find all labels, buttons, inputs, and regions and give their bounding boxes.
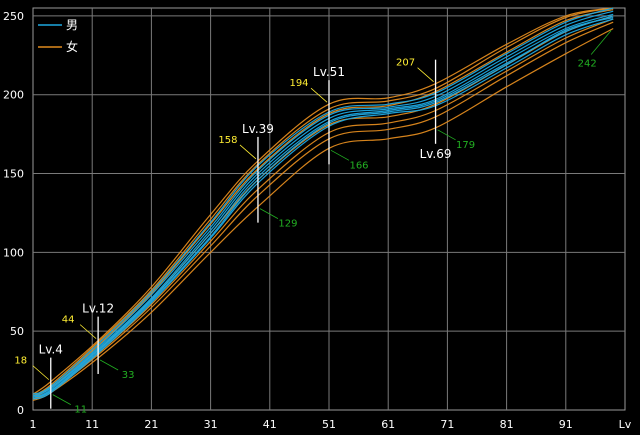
low-value-leader [437, 129, 456, 141]
legend-label: 女 [66, 39, 78, 54]
x-tick-label: 71 [440, 418, 454, 431]
y-tick-label: 250 [3, 10, 24, 23]
x-tick-label: 31 [204, 418, 218, 431]
low-value-leader [330, 149, 350, 161]
low-value-leader [259, 208, 279, 219]
low-value-leader [52, 394, 71, 406]
x-tick-label: 91 [559, 418, 573, 431]
low-value-label: 11 [74, 405, 87, 416]
high-value-leader [310, 87, 328, 103]
end-value-leader [590, 30, 612, 55]
low-value-leader [99, 359, 119, 371]
low-value-label: 166 [349, 160, 368, 171]
y-tick-label: 50 [10, 325, 24, 338]
x-tick-label: 1 [30, 418, 37, 431]
legend-label: 男 [66, 18, 78, 32]
high-value-label: 207 [396, 58, 415, 69]
y-tick-label: 150 [3, 168, 24, 181]
x-tick-label: 81 [500, 418, 514, 431]
end-value-label: 242 [578, 58, 597, 69]
x-tick-label: Lv [619, 418, 632, 431]
high-value-label: 18 [14, 356, 27, 367]
legend: 男女 [38, 18, 78, 54]
y-tick-label: 100 [3, 246, 24, 259]
high-value-label: 194 [289, 78, 308, 89]
x-tick-label: 51 [322, 418, 336, 431]
level-label: Lv.69 [420, 147, 452, 161]
low-value-label: 179 [456, 140, 475, 151]
level-label: Lv.4 [39, 343, 63, 357]
low-value-label: 129 [278, 219, 297, 230]
high-value-label: 44 [62, 315, 75, 326]
x-tick-label: 41 [263, 418, 277, 431]
x-tick-label: 11 [85, 418, 99, 431]
high-value-leader [417, 67, 434, 82]
high-value-leader [79, 324, 97, 339]
y-tick-label: 0 [17, 404, 24, 417]
low-value-label: 33 [122, 370, 135, 381]
high-value-label: 158 [218, 135, 237, 146]
x-tick-label: 21 [144, 418, 158, 431]
high-value-leader [239, 144, 257, 160]
annotations: Lv.4 18 11 Lv.12 44 33 Lv.39 158 129 Lv.51 194 166 L… [14, 30, 612, 416]
high-value-leader [32, 365, 50, 380]
level-label: Lv.51 [313, 65, 345, 79]
level-label: Lv.12 [82, 302, 114, 316]
x-tick-label: 61 [381, 418, 395, 431]
grid [32, 7, 626, 411]
level-label: Lv.39 [242, 122, 274, 136]
y-tick-label: 200 [3, 89, 24, 102]
